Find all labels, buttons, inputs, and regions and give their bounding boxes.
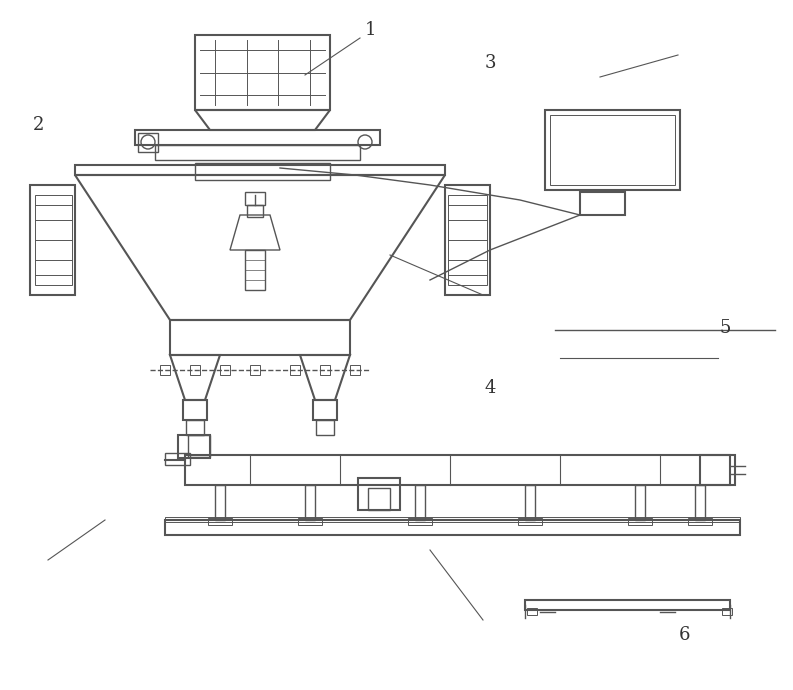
Text: 2: 2 [33,116,44,134]
Text: 1: 1 [364,21,376,39]
Text: 4: 4 [485,379,496,397]
Text: 6: 6 [680,626,691,644]
Text: 3: 3 [485,54,496,72]
Text: 5: 5 [719,319,730,337]
